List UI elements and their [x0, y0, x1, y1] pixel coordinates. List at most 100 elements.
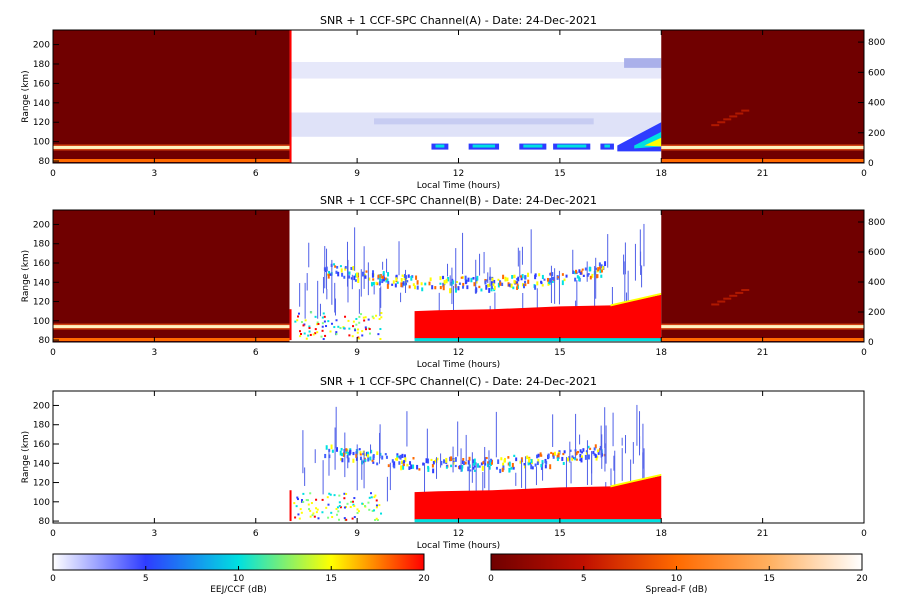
- low-speckle: [323, 315, 326, 318]
- low-speckle: [321, 498, 324, 501]
- vertical-streak: [530, 229, 532, 274]
- vertical-streak: [406, 411, 408, 447]
- arc-speckle: [381, 275, 384, 279]
- arc-speckle: [508, 284, 511, 287]
- arc-speckle: [472, 276, 475, 280]
- y-tick-label: 200: [33, 41, 50, 51]
- vertical-streak: [542, 462, 544, 481]
- arc-speckle: [488, 460, 491, 465]
- arc-speckle: [442, 282, 445, 288]
- vertical-streak: [302, 430, 304, 474]
- arc-speckle: [579, 272, 582, 275]
- colorbar-tick-label: 5: [581, 574, 587, 584]
- arc-speckle: [340, 268, 343, 273]
- arc-speckle: [472, 461, 475, 466]
- arc-speckle: [539, 452, 542, 457]
- arc-speckle: [416, 285, 419, 290]
- low-speckle: [309, 509, 312, 512]
- arc-speckle: [370, 282, 373, 287]
- vertical-streak: [586, 261, 588, 282]
- arc-speckle: [594, 444, 597, 449]
- colorbar-tick-label: 5: [143, 574, 149, 584]
- low-speckle: [297, 513, 300, 516]
- low-speckle: [321, 329, 324, 332]
- vertical-streak: [389, 462, 391, 491]
- low-speckle: [328, 492, 331, 495]
- low-speckle: [380, 316, 383, 319]
- low-speckle: [368, 508, 371, 511]
- arc-speckle: [395, 274, 398, 280]
- arc-speckle: [475, 281, 478, 284]
- arc-speckle: [447, 276, 450, 282]
- low-speckle: [299, 508, 302, 511]
- echo-patch-core: [604, 144, 610, 148]
- arc-speckle: [579, 449, 582, 453]
- low-speckle: [342, 326, 345, 329]
- arc-speckle: [501, 467, 504, 472]
- vertical-streak: [334, 298, 336, 316]
- arc-speckle: [544, 464, 547, 469]
- low-speckle: [353, 328, 356, 331]
- arc-speckle: [541, 284, 544, 287]
- arc-speckle: [401, 284, 404, 288]
- arc-speckle: [415, 275, 418, 280]
- x-tick-label: 6: [253, 169, 259, 179]
- arc-speckle: [396, 457, 399, 461]
- low-speckle: [298, 517, 301, 520]
- low-speckle: [370, 496, 373, 499]
- spread-f-background: [661, 210, 864, 342]
- low-speckle: [345, 518, 348, 521]
- arc-speckle: [584, 454, 587, 460]
- x-tick-label: 3: [152, 348, 158, 358]
- arc-speckle: [552, 276, 555, 280]
- arc-speckle: [569, 449, 572, 452]
- vertical-streak: [550, 265, 552, 304]
- arc-speckle: [563, 450, 566, 454]
- vertical-streak: [525, 456, 527, 501]
- low-speckle: [356, 508, 359, 511]
- y-tick-label: 140: [33, 278, 50, 288]
- vertical-streak: [515, 472, 517, 486]
- x-axis-label: Local Time (hours): [417, 360, 500, 370]
- arc-speckle: [478, 285, 481, 289]
- low-speckle: [302, 324, 305, 327]
- spread-f-background: [53, 210, 290, 342]
- low-speckle: [339, 327, 342, 330]
- arc-speckle: [394, 458, 397, 461]
- arc-speckle: [359, 453, 362, 456]
- arc-speckle: [582, 448, 585, 452]
- arc-speckle: [369, 456, 372, 461]
- arc-speckle: [550, 451, 553, 454]
- arc-speckle: [502, 462, 505, 466]
- arc-speckle: [553, 277, 556, 282]
- vertical-streak: [570, 461, 572, 484]
- arc-speckle: [523, 463, 526, 466]
- low-speckle: [321, 316, 324, 319]
- low-speckle: [353, 505, 356, 508]
- low-speckle: [337, 518, 340, 521]
- low-speckle: [322, 312, 325, 315]
- arc-speckle: [329, 273, 332, 276]
- vertical-streak: [468, 461, 470, 492]
- vertical-streak: [317, 280, 319, 319]
- panel-title: SNR + 1 CCF-SPC Channel(B) - Date: 24-De…: [320, 194, 597, 207]
- arc-speckle: [359, 456, 362, 461]
- arc-speckle: [372, 278, 375, 281]
- rising-layer-core: [644, 137, 662, 147]
- segment-edge: [289, 309, 292, 341]
- low-speckle: [376, 519, 379, 522]
- colorbar-tick-label: 20: [856, 574, 868, 584]
- right-y-tick-label: 200: [868, 308, 885, 318]
- streak: [735, 112, 744, 115]
- low-speckle: [346, 502, 349, 505]
- low-speckle: [314, 328, 317, 331]
- arc-speckle: [491, 277, 494, 282]
- vertical-streak: [624, 261, 626, 305]
- arc-speckle: [508, 467, 511, 473]
- streak: [729, 294, 738, 297]
- streak: [729, 115, 738, 118]
- echo-band-core: [661, 325, 864, 329]
- vertical-streak: [334, 282, 336, 313]
- arc-speckle: [537, 453, 540, 458]
